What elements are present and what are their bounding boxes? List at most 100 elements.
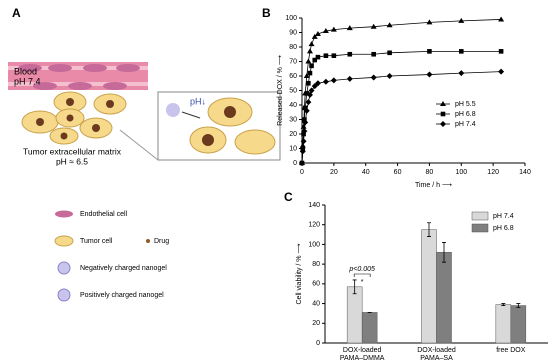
marker xyxy=(322,78,329,85)
inset-pointer xyxy=(119,129,159,161)
marker xyxy=(427,49,432,54)
x-tick-label: 40 xyxy=(362,169,370,176)
legend-text: Negatively charged nanogel xyxy=(80,265,167,272)
legend-icon xyxy=(55,210,73,218)
legend-text: Endothelial cell xyxy=(80,211,128,218)
y-tick-label: 60 xyxy=(312,281,320,288)
marker xyxy=(322,28,329,34)
marker xyxy=(306,80,311,86)
x-tick-label: 100 xyxy=(455,169,467,176)
x-tick-label: 60 xyxy=(394,169,402,176)
x-axis-label: Time / h ⟶ xyxy=(415,182,452,189)
marker xyxy=(308,41,315,47)
legend-icon xyxy=(54,235,74,247)
marker xyxy=(303,73,310,78)
marker xyxy=(308,87,315,94)
x-tick-label: 0 xyxy=(300,169,304,176)
marker xyxy=(346,75,353,82)
marker xyxy=(301,128,308,135)
marker xyxy=(371,51,376,57)
marker xyxy=(309,63,314,69)
y-axis-label: Released DOX / % ⟶ xyxy=(277,55,284,126)
x-tick-label: DOX-loaded PAMA–DMMA xyxy=(339,347,385,362)
marker xyxy=(307,70,313,76)
marker xyxy=(370,74,377,81)
marker xyxy=(458,49,464,54)
blood-label: Blood xyxy=(14,66,37,76)
matrix-label: Tumor extracellular matrix xyxy=(23,146,122,156)
marker xyxy=(426,71,433,78)
marker xyxy=(387,50,392,56)
y-tick-label: 70 xyxy=(289,58,297,65)
y-tick-label: 100 xyxy=(308,241,320,248)
y-tick-label: 50 xyxy=(289,87,297,94)
legend-text: pH 6.8 xyxy=(455,111,476,118)
marker xyxy=(301,131,306,137)
marker xyxy=(347,51,353,57)
y-tick-label: 0 xyxy=(293,160,297,167)
marker xyxy=(311,33,318,39)
panel-label: C xyxy=(284,190,293,204)
legend-text: pH 7.4 xyxy=(493,213,514,220)
vessel xyxy=(8,62,148,90)
marker xyxy=(386,73,393,79)
bar xyxy=(495,304,512,344)
legend-icon xyxy=(57,261,71,275)
blood-ph: pH 7.4 xyxy=(14,76,41,86)
x-tick-label: DOX-loaded PAMA–SA xyxy=(417,347,456,362)
error-bar xyxy=(352,279,357,295)
marker xyxy=(331,53,337,58)
significance-bracket xyxy=(353,273,371,277)
marker xyxy=(315,54,321,60)
marker xyxy=(302,119,309,126)
bar xyxy=(436,252,452,344)
marker xyxy=(314,30,321,36)
y-tick-label: 40 xyxy=(289,102,297,109)
inset-ph: pH↓ xyxy=(190,96,206,106)
matrix-ph: pH ≈ 6.5 xyxy=(56,156,88,166)
y-tick-label: 80 xyxy=(312,261,320,268)
marker xyxy=(302,105,308,111)
marker xyxy=(305,58,312,64)
x-tick-label: 120 xyxy=(487,169,499,176)
annotation: p<0.005 xyxy=(348,266,375,273)
error-bar xyxy=(501,303,506,306)
y-axis-label: Cell viability / % ⟶ xyxy=(296,244,303,305)
marker xyxy=(323,53,329,58)
marker xyxy=(302,117,307,122)
marker xyxy=(370,23,377,29)
legend-icon xyxy=(57,288,71,302)
bar xyxy=(361,312,378,344)
y-tick-label: 140 xyxy=(308,202,320,209)
marker xyxy=(303,107,310,114)
legend-icon xyxy=(146,239,150,243)
marker xyxy=(426,19,433,25)
marker xyxy=(458,70,465,77)
legend-text: pH 6.8 xyxy=(493,225,514,232)
annotation: * xyxy=(361,279,364,286)
legend-text: Tumor cell xyxy=(80,238,113,245)
tumor-cells xyxy=(21,91,127,145)
marker xyxy=(314,80,321,87)
x-tick-label: 140 xyxy=(519,169,531,176)
legend-text: pH 7.4 xyxy=(455,121,476,128)
marker xyxy=(498,49,504,54)
legend-text: Drug xyxy=(154,238,169,245)
marker xyxy=(346,25,353,31)
y-tick-label: 100 xyxy=(285,15,297,22)
error-bar xyxy=(427,222,431,237)
marker xyxy=(304,91,310,96)
marker xyxy=(330,77,337,84)
nuclei xyxy=(36,98,114,140)
legend-swatch xyxy=(471,223,489,233)
marker xyxy=(299,148,306,155)
y-tick-label: 30 xyxy=(289,116,297,123)
error-bar xyxy=(516,303,521,308)
marker xyxy=(311,83,318,90)
x-tick-label: free DOX xyxy=(496,347,526,354)
y-tick-label: 80 xyxy=(289,44,297,51)
arrow xyxy=(181,111,201,119)
y-tick-label: 20 xyxy=(312,320,320,327)
